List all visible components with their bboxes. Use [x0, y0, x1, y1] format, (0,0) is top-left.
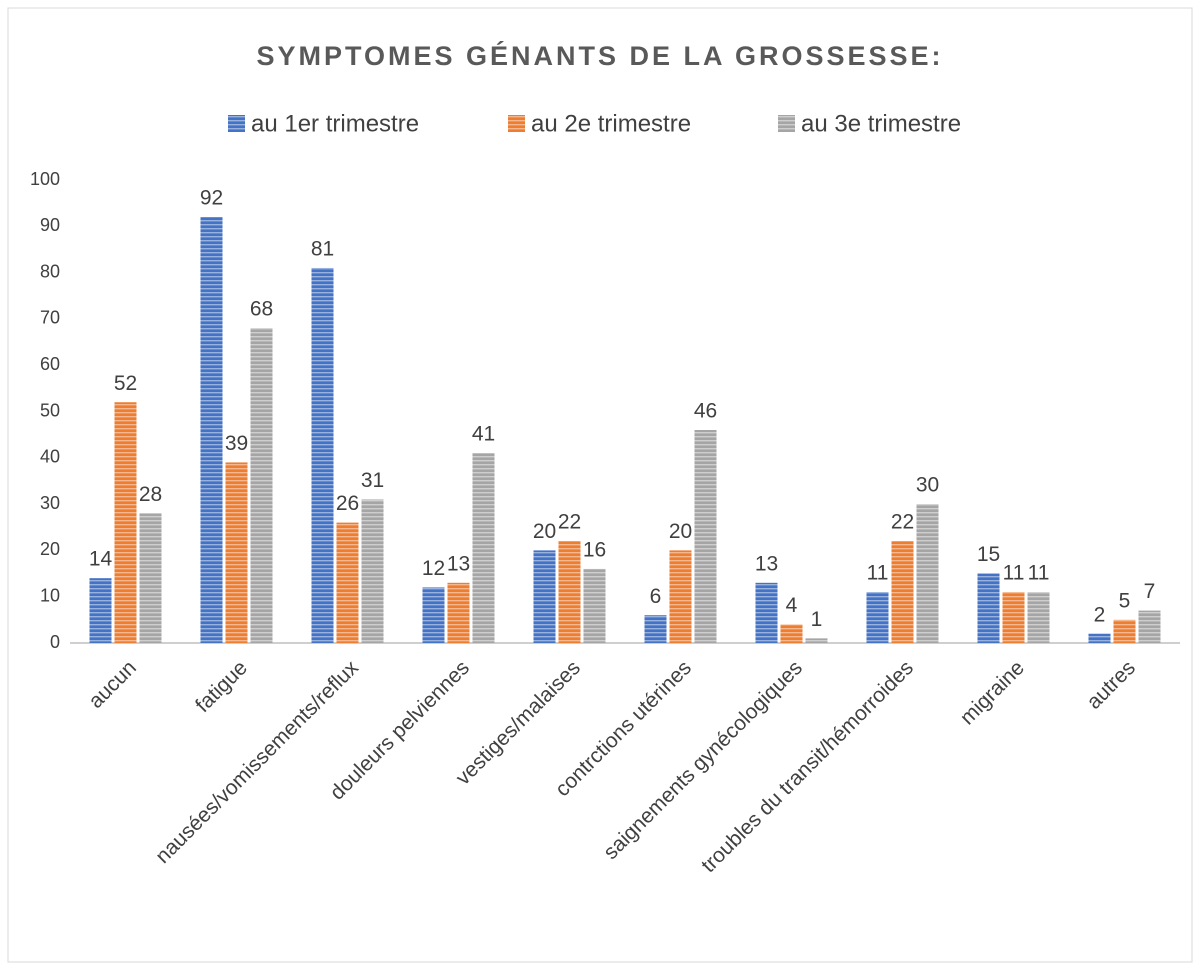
data-label: 5: [1119, 589, 1131, 612]
data-label: 12: [422, 557, 445, 580]
bar: [472, 453, 495, 643]
data-label: 7: [1144, 580, 1156, 603]
data-label: 13: [755, 552, 778, 575]
data-label: 2: [1094, 603, 1106, 626]
data-label: 20: [669, 520, 692, 543]
bar: [422, 587, 445, 643]
y-tick-label: 70: [40, 308, 60, 328]
bar: [533, 550, 556, 643]
data-label: 41: [472, 423, 495, 446]
y-tick-label: 50: [40, 400, 60, 420]
data-label: 4: [786, 594, 798, 617]
legend-swatch: [508, 115, 525, 132]
y-tick-label: 90: [40, 215, 60, 235]
data-label: 39: [225, 432, 248, 455]
bar: [755, 582, 778, 643]
data-label: 11: [1003, 562, 1025, 585]
bar: [447, 582, 470, 643]
y-tick-label: 40: [40, 447, 60, 467]
data-label: 30: [916, 474, 939, 497]
data-label: 52: [114, 372, 137, 395]
bar: [1113, 619, 1136, 643]
bar: [1002, 592, 1025, 643]
bar: [977, 573, 1000, 643]
bar: [200, 217, 223, 644]
data-label: 6: [650, 585, 662, 608]
data-label: 92: [200, 187, 223, 210]
data-label: 22: [891, 511, 914, 534]
data-label: 46: [694, 400, 717, 423]
bar: [89, 578, 112, 643]
bar: [361, 499, 384, 643]
bar: [780, 624, 803, 643]
y-tick-label: 10: [40, 585, 60, 605]
bar: [114, 402, 137, 643]
bar: [1027, 592, 1050, 643]
bar: [669, 550, 692, 643]
y-tick-label: 30: [40, 493, 60, 513]
legend-label: au 2e trimestre: [531, 110, 691, 137]
bar: [644, 615, 667, 643]
bar: [139, 513, 162, 643]
bar: [583, 568, 606, 643]
bar: [916, 504, 939, 643]
data-label: 11: [1028, 562, 1050, 585]
y-tick-label: 20: [40, 539, 60, 559]
data-label: 14: [89, 548, 113, 571]
data-label: 31: [361, 469, 384, 492]
bar: [1138, 610, 1161, 643]
bar: [558, 541, 581, 643]
data-label: 81: [311, 238, 334, 261]
bar: [694, 430, 717, 643]
y-tick-label: 80: [40, 261, 60, 281]
bar: [311, 267, 334, 643]
data-label: 11: [867, 562, 889, 585]
data-label: 20: [533, 520, 556, 543]
bar: [891, 541, 914, 643]
bar: [250, 328, 273, 643]
y-tick-label: 100: [30, 169, 60, 189]
data-label: 22: [558, 511, 581, 534]
bar: [336, 522, 359, 643]
data-label: 26: [336, 492, 359, 515]
bar: [805, 638, 828, 643]
data-label: 15: [977, 543, 1000, 566]
data-label: 28: [139, 483, 162, 506]
y-tick-label: 0: [50, 632, 60, 652]
data-label: 1: [811, 608, 823, 631]
legend-label: au 1er trimestre: [251, 110, 419, 137]
data-label: 13: [447, 552, 470, 575]
y-tick-label: 60: [40, 354, 60, 374]
data-label: 16: [583, 538, 606, 561]
bar: [225, 462, 248, 643]
bar: [866, 592, 889, 643]
legend-swatch: [778, 115, 795, 132]
chart-title: SYMPTOMES GÉNANTS DE LA GROSSESSE:: [256, 40, 943, 71]
legend-label: au 3e trimestre: [801, 110, 961, 137]
data-label: 68: [250, 298, 273, 321]
legend-swatch: [228, 115, 245, 132]
bar: [1088, 633, 1111, 643]
